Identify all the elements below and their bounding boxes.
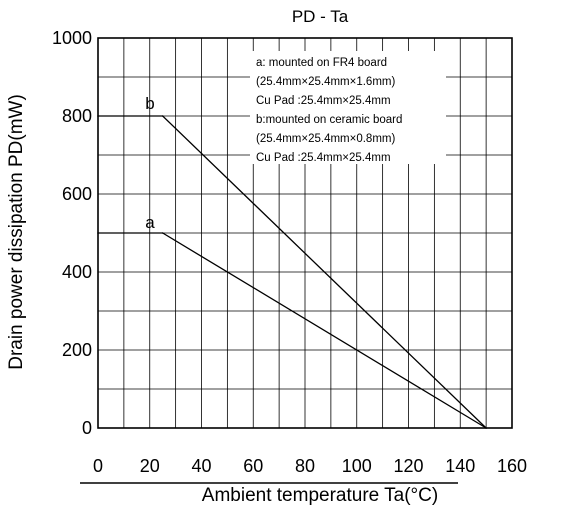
y-tick-label: 0: [82, 418, 92, 438]
data-point-b: [97, 115, 99, 117]
legend-note-box: [250, 51, 446, 164]
x-tick-label: 100: [342, 456, 372, 476]
x-tick-label: 40: [191, 456, 211, 476]
x-tick-label: 80: [295, 456, 315, 476]
data-point-b: [161, 115, 164, 117]
y-tick-label: 1000: [52, 28, 92, 48]
y-axis-label: Drain power dissipation PD(mW): [6, 94, 27, 370]
chart-title: PD - Ta: [292, 7, 349, 26]
y-tick-label: 800: [62, 106, 92, 126]
data-point-a: [97, 232, 99, 234]
y-tick-label: 400: [62, 262, 92, 282]
series-lines: [97, 115, 487, 429]
series-label-b: b: [145, 94, 154, 113]
legend-note-line-4: b:mounted on ceramic board: [256, 114, 402, 126]
series-label-a: a: [145, 213, 155, 232]
legend-note-line-5: (25.4mm×25.4mm×0.8mm): [256, 133, 395, 145]
tick-labels: 0 20 40 60 80 100 120 140 160 0 200 400 600 800 1000: [52, 28, 527, 476]
x-tick-label: 140: [445, 456, 475, 476]
y-tick-label: 200: [62, 340, 92, 360]
data-point-a: [161, 232, 164, 234]
data-point-b: [485, 427, 487, 429]
x-tick-label: 0: [93, 456, 103, 476]
legend-note-line-3: Cu Pad :25.4mm×25.4mm: [256, 95, 391, 107]
x-tick-label: 20: [140, 456, 160, 476]
x-tick-label: 120: [393, 456, 423, 476]
legend-note-line-1: a: mounted on FR4 board: [256, 57, 387, 69]
x-axis-label: Ambient temperature Ta(°C): [202, 485, 438, 506]
x-tick-label: 60: [243, 456, 263, 476]
legend-note-line-2: (25.4mm×25.4mm×1.6mm): [256, 76, 395, 88]
x-tick-label: 160: [497, 456, 527, 476]
y-tick-label: 600: [62, 184, 92, 204]
legend-note-line-6: Cu Pad :25.4mm×25.4mm: [256, 152, 391, 164]
